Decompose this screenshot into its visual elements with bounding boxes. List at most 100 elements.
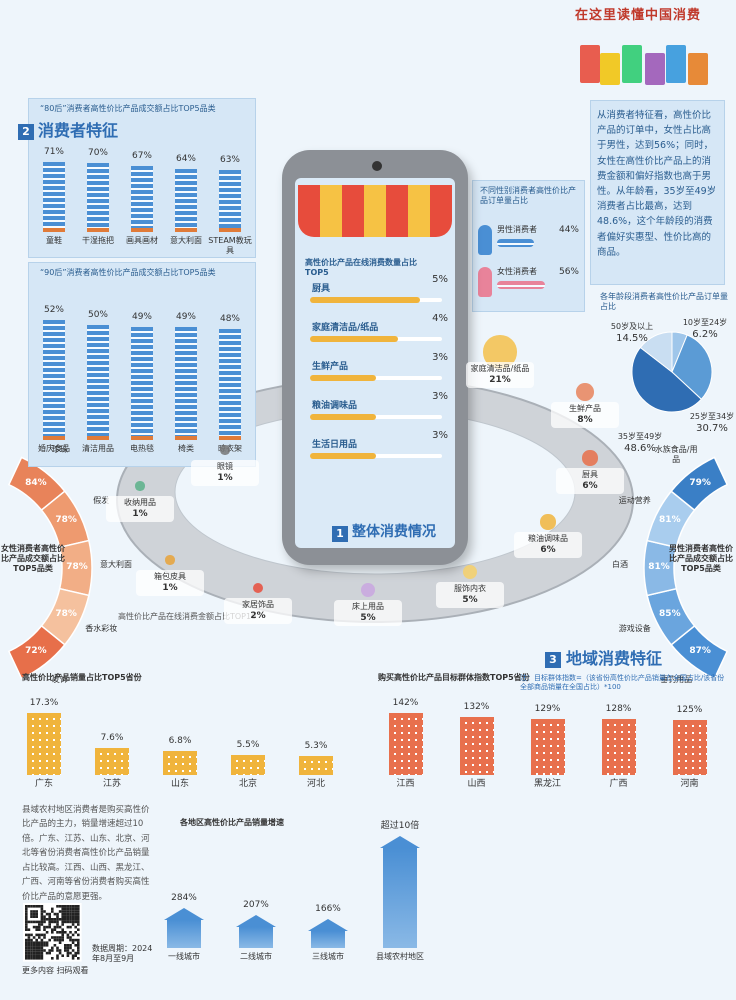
- qr-cell: [66, 951, 70, 955]
- value-label: 78%: [55, 515, 77, 526]
- qr-cell: [61, 920, 64, 924]
- bag-icon: [622, 45, 642, 83]
- qr-cell: [38, 941, 41, 944]
- qr-cell: [35, 938, 38, 942]
- label-box: [191, 460, 259, 486]
- value-label: 1%: [162, 583, 178, 593]
- qr-cell: [32, 944, 36, 947]
- qr-cell: [51, 936, 54, 939]
- value-label: 6.8%: [168, 735, 192, 746]
- pie-slice: [671, 334, 713, 400]
- panel-title: “90后”消费者高性价比产品成交额占比TOP5品类: [40, 268, 216, 277]
- bar: [43, 162, 65, 232]
- qr-cell: [69, 920, 72, 924]
- caption: 更多内容 扫码观看: [22, 966, 89, 975]
- qr-cell: [58, 905, 62, 908]
- qr-cell: [64, 920, 67, 924]
- panel-title: “80后”消费者高性价比产品成交额占比TOP5品类: [40, 104, 216, 113]
- category-label: 清洁用品: [82, 444, 114, 453]
- value-label: 30.7%: [696, 423, 728, 434]
- amount-marker: [576, 383, 594, 401]
- bar: [310, 453, 376, 459]
- qr-cell: [35, 920, 38, 924]
- qr-cell: [56, 912, 59, 916]
- qr-cell: [77, 949, 80, 952]
- category-label: 25岁至34岁: [689, 412, 735, 421]
- qr-cell: [69, 946, 72, 950]
- amount-marker: [252, 582, 264, 594]
- qr-cell: [35, 951, 38, 955]
- person-icon: [478, 225, 492, 255]
- value-label: 7.6%: [100, 732, 124, 743]
- value-label: 3%: [432, 391, 448, 402]
- qr-cell: [53, 928, 57, 931]
- bar: [95, 747, 129, 775]
- value-label: 72%: [25, 646, 47, 657]
- qr-cell: [27, 936, 31, 939]
- qr-cell: [45, 918, 49, 921]
- qr-cell: [69, 925, 72, 929]
- qr-cell: [40, 905, 44, 908]
- donut-segment: [670, 456, 729, 512]
- qr-cell: [32, 936, 36, 939]
- category-label: 发饰: [51, 675, 68, 685]
- category-label: 山西: [467, 779, 486, 789]
- category-label: 三线城市: [312, 952, 344, 961]
- qr-cell: [74, 954, 77, 957]
- value-label: 5%: [462, 595, 478, 605]
- qr-cell: [32, 951, 36, 955]
- qr-cell: [71, 915, 75, 918]
- qr-cell: [66, 944, 70, 947]
- category-label: 粮油调味品: [312, 401, 358, 411]
- category-label: 家居饰品: [242, 600, 274, 609]
- qr-cell: [35, 954, 38, 957]
- qr-cell: [56, 905, 59, 908]
- qr-cell: [64, 905, 67, 908]
- qr-cell: [25, 941, 28, 944]
- bar: [299, 756, 333, 775]
- bar-roof: [164, 907, 204, 920]
- qr-cell: [66, 946, 70, 950]
- qr-cell: [38, 949, 41, 952]
- value-label: 49%: [131, 311, 152, 322]
- awning: [298, 185, 452, 237]
- bar-track: [310, 415, 442, 419]
- qr-cell: [40, 920, 44, 924]
- category-label: 厨具: [582, 470, 598, 479]
- value-label: 1%: [132, 509, 148, 519]
- qr-cell: [30, 933, 33, 937]
- qr-cell: [30, 938, 33, 942]
- qr-cell: [66, 920, 70, 924]
- qr-cell: [74, 938, 77, 942]
- category-label: 箱包皮具: [154, 572, 186, 581]
- value-label: 49%: [175, 311, 196, 322]
- category-label: 江西: [396, 779, 415, 789]
- qr-cell: [32, 912, 36, 916]
- qr-cell: [35, 949, 38, 952]
- category-label: 河北: [306, 779, 325, 789]
- qr-cell: [56, 931, 59, 934]
- category-label: 香水彩妆: [85, 624, 118, 633]
- bar-roof: [308, 919, 348, 932]
- qr-cell: [48, 925, 51, 929]
- qr-cell: [56, 936, 59, 939]
- qr-cell: [77, 910, 80, 913]
- qr-cell: [71, 907, 75, 911]
- amount-marker: [582, 450, 598, 466]
- qr-cell: [64, 912, 67, 916]
- qr-cell: [77, 957, 80, 960]
- category-label: 北京: [238, 779, 257, 789]
- category-label: 生鲜产品: [312, 362, 349, 372]
- value-label: 48.6%: [624, 443, 656, 454]
- qr-cell: [30, 946, 33, 950]
- qr-cell: [71, 910, 75, 913]
- qr-cell: [66, 905, 70, 908]
- qr-cell: [53, 918, 57, 921]
- qr-cell: [71, 954, 75, 957]
- qr-cell: [40, 944, 44, 947]
- qr-cell: [25, 915, 28, 918]
- qr-cell: [64, 918, 67, 921]
- qr-cell: [77, 912, 80, 916]
- category-label: 河南: [680, 779, 699, 789]
- qr-cell: [61, 954, 64, 957]
